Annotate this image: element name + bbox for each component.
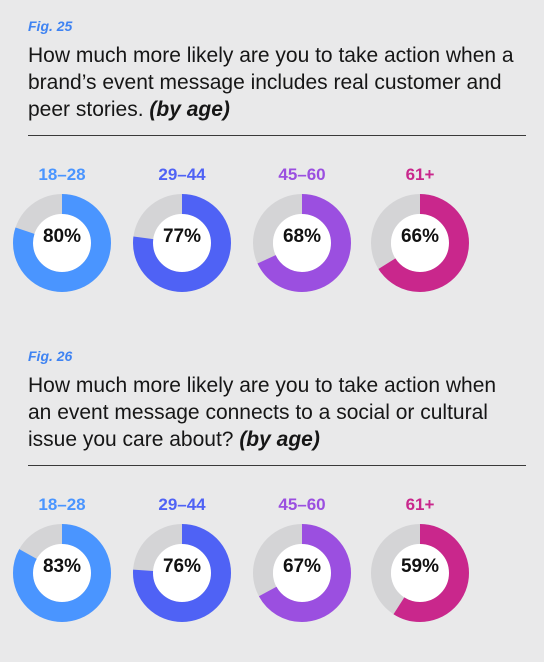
- age-group-label: 45–60: [278, 165, 326, 184]
- donut-value-arc: [13, 194, 111, 292]
- figure-label: Fig. 26: [28, 348, 73, 364]
- age-group-label: 29–44: [158, 495, 206, 514]
- donut-hole: [273, 544, 331, 602]
- donut-value-arc: [13, 524, 111, 622]
- percent-label: 83%: [42, 556, 82, 577]
- donut-hole: [153, 544, 211, 602]
- donut-chart: [253, 524, 351, 622]
- donut-value-arc: [253, 194, 351, 292]
- age-group-label: 18–28: [38, 495, 86, 514]
- age-group-label: 61+: [405, 495, 435, 514]
- figure-25: Fig. 25 How much more likely are you to …: [0, 0, 544, 330]
- donut-hole: [153, 214, 211, 272]
- donut-chart: [13, 194, 111, 292]
- donut-value-arc: [371, 194, 469, 292]
- donut-hole: [391, 214, 449, 272]
- donut-value-arc: [371, 524, 469, 622]
- donut-hole: [391, 544, 449, 602]
- donut-hole: [33, 544, 91, 602]
- percent-label: 59%: [400, 556, 440, 577]
- question-text: How much more likely are you to take act…: [28, 374, 497, 451]
- donut-chart: [13, 524, 111, 622]
- donut-hole: [33, 214, 91, 272]
- chart-question: How much more likely are you to take act…: [28, 372, 518, 453]
- donut-hole: [273, 214, 331, 272]
- percent-label: 68%: [282, 226, 322, 247]
- donut-chart: [253, 194, 351, 292]
- percent-label: 80%: [42, 226, 82, 247]
- question-qualifier: (by age): [149, 98, 230, 121]
- donut-value-arc: [133, 194, 231, 292]
- divider: [28, 465, 526, 466]
- donut-value-arc: [133, 524, 231, 622]
- age-group-label: 45–60: [278, 495, 326, 514]
- donut-chart: [371, 194, 469, 292]
- age-group-label: 18–28: [38, 165, 86, 184]
- age-group-label: 61+: [405, 165, 435, 184]
- donut-row: 18–28 83% 29–44 76% 45–60 67% 61+ 59%: [0, 330, 544, 660]
- question-qualifier: (by age): [239, 428, 320, 451]
- age-group-label: 29–44: [158, 165, 206, 184]
- figure-26: Fig. 26 How much more likely are you to …: [0, 330, 544, 660]
- question-text: How much more likely are you to take act…: [28, 44, 514, 121]
- donut-value-arc: [253, 524, 351, 622]
- chart-question: How much more likely are you to take act…: [28, 42, 518, 123]
- donut-chart: [371, 524, 469, 622]
- donut-row: 18–28 80% 29–44 77% 45–60 68% 61+ 66%: [0, 0, 544, 330]
- percent-label: 76%: [162, 556, 202, 577]
- percent-label: 67%: [282, 556, 322, 577]
- percent-label: 66%: [400, 226, 440, 247]
- percent-label: 77%: [162, 226, 202, 247]
- figure-label: Fig. 25: [28, 18, 73, 34]
- divider: [28, 135, 526, 136]
- donut-chart: [133, 194, 231, 292]
- donut-chart: [133, 524, 231, 622]
